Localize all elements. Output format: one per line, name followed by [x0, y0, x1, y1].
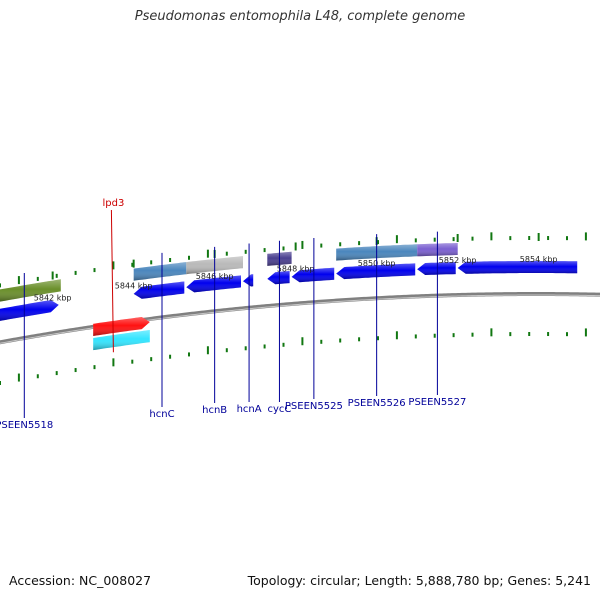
- gene-arrow-5-shade: [291, 267, 335, 283]
- feature-0-shade: [93, 330, 150, 351]
- gene-label[interactable]: hcnA: [237, 404, 262, 415]
- gene-arrow-3-shade: [243, 274, 254, 287]
- feature-3-shade: [133, 262, 187, 281]
- inner-tick-ring: [0, 232, 587, 288]
- gene-arrow-6-shade: [336, 263, 416, 280]
- feature-tracks: [0, 243, 458, 351]
- gene-label[interactable]: PSEEN5518: [0, 420, 53, 431]
- gene-label[interactable]: PSEEN5525: [285, 401, 343, 412]
- topology-text: Topology: circular; Length: 5,888,780 bp…: [247, 573, 591, 588]
- ruler-label: 5852 kbp: [439, 256, 477, 265]
- gene-arrow-0-shade: [0, 300, 59, 321]
- gene-track: [0, 261, 578, 321]
- ruler-label: 5844 kbp: [115, 282, 153, 291]
- gene-arrow-2-shade: [186, 275, 241, 293]
- backbone-line: [0, 292, 600, 345]
- ruler-label: 5842 kbp: [34, 293, 72, 302]
- gene-label[interactable]: hcnB: [202, 405, 227, 416]
- gene-arrow-7-shade: [417, 262, 456, 275]
- gene-label[interactable]: PSEEN5526: [348, 398, 406, 409]
- gene-arrow-1-shade: [133, 281, 185, 299]
- gene-arrow-8-shade: [457, 261, 578, 274]
- feature-1-shade: [93, 317, 150, 336]
- map-title: Pseudomonas entomophila L48, complete ge…: [134, 9, 466, 24]
- ruler-label: 5848 kbp: [277, 264, 315, 273]
- genome-backbone: [0, 292, 600, 345]
- gene-leader: [110, 209, 114, 353]
- ruler-label: 5854 kbp: [520, 255, 558, 264]
- outer-tick-ring: [0, 328, 587, 385]
- feature-2-shade: [0, 279, 61, 302]
- gene-label[interactable]: hcnC: [149, 409, 174, 420]
- accession-text: Accession: NC_008027: [9, 573, 152, 588]
- gene-label[interactable]: PSEEN5527: [408, 397, 466, 408]
- gene-arrow-4-shade: [267, 271, 290, 285]
- gene-label[interactable]: lpd3: [102, 198, 124, 209]
- gene-label[interactable]: cycC: [267, 404, 291, 415]
